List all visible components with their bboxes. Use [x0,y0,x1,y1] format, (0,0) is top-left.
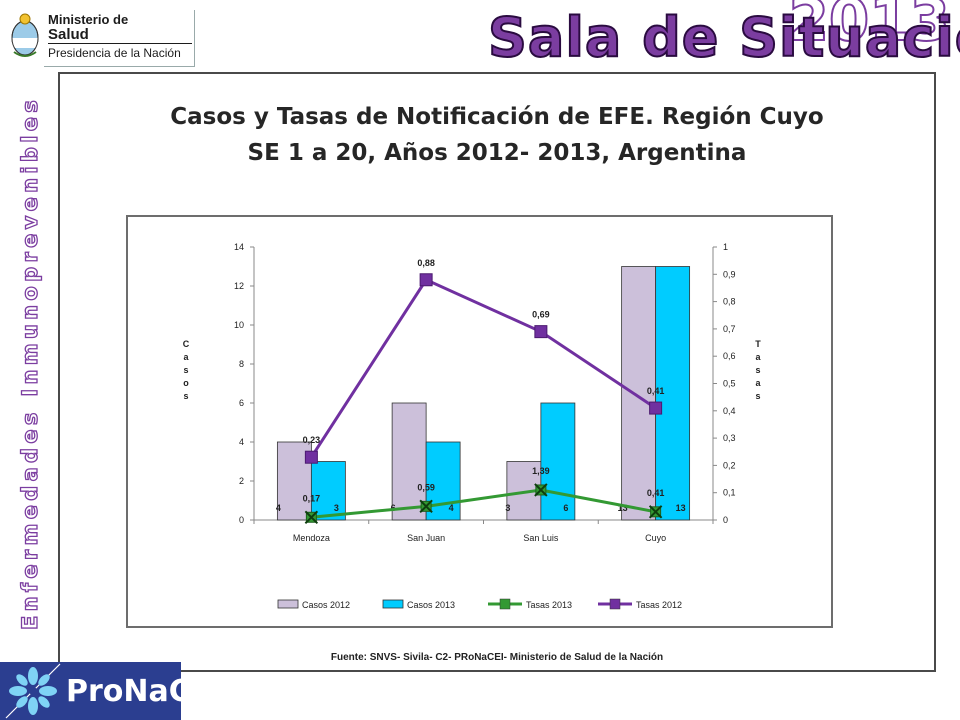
legend-marker [499,598,511,610]
logo-line3: Presidencia de la Nación [48,46,181,60]
x-tick-label: San Juan [407,533,445,543]
right-tick-label: 0,6 [723,351,736,361]
right-tick-label: 0,2 [723,460,736,470]
bar [655,266,691,521]
legend-label: Casos 2012 [302,600,350,610]
chart-title-line2: SE 1 a 20, Años 2012- 2013, Argentina [247,140,747,166]
left-tick-label: 8 [239,359,244,369]
line-data-label: 0,59 [417,482,435,492]
banner-year: 2013 [788,0,951,55]
line-point-cross [419,499,433,514]
line-data-label: 0,69 [532,310,550,320]
line-point-cross [648,505,663,519]
ministerio-logo: Ministerio de Salud Presidencia de la Na… [6,6,195,67]
x-tick-label: Mendoza [293,533,330,543]
right-tick-label: 0,5 [723,379,736,389]
banner-title: Sala de Situación [488,6,960,69]
legend-swatch [277,599,299,609]
line-data-label: 0,88 [417,258,435,268]
argentina-shield-icon [11,13,39,57]
line-point-cross [534,483,548,497]
legend-label: Tasas 2012 [636,600,682,610]
x-tick-label: San Luis [523,533,559,543]
right-tick-label: 0,1 [723,488,736,498]
chart-svg: 0246810121400,10,20,30,40,50,60,70,80,91… [183,242,762,610]
legend-label: Casos 2013 [407,600,455,610]
right-tick-label: 0,3 [723,433,736,443]
left-tick-label: 14 [234,242,244,252]
left-tick-label: 6 [239,398,244,408]
legend-marker [609,598,621,610]
right-tick-label: 0,7 [723,324,736,334]
line-point [419,273,433,287]
bar-data-label: 13 [618,503,628,513]
series-line [311,488,656,519]
logo-line2: Salud [48,26,89,43]
slide-panel: Casos y Tasas de Notificación de EFE. Re… [58,72,936,672]
right-tick-label: 0,4 [723,406,736,416]
left-tick-label: 12 [234,281,244,291]
bar-data-label: 3 [505,503,510,513]
chart-title-line1: Casos y Tasas de Notificación de EFE. Re… [170,104,824,130]
bar-data-label: 6 [563,503,568,513]
line-data-label: 1,39 [532,466,550,476]
bar-data-label: 13 [676,503,686,513]
bar [310,461,346,521]
bar-data-label: 3 [334,503,339,513]
logo-line1: Ministerio de [48,12,129,27]
bar-data-label: 4 [276,503,281,513]
logo-frame [44,10,195,67]
left-tick-label: 2 [239,476,244,486]
pronacei-name: ProNaCEI [66,674,223,709]
right-tick-label: 0,8 [723,297,736,307]
pronacei-logo: ProNaCEI [0,662,222,720]
left-tick-label: 10 [234,320,244,330]
left-tick-label: 4 [239,437,244,447]
line-data-label: 0,41 [647,488,665,498]
right-tick-label: 0,9 [723,269,736,279]
bar [621,266,657,521]
series-line [310,277,657,459]
legend-swatch [382,599,404,609]
line-data-label: 0,23 [303,435,321,445]
right-tick-label: 0 [723,515,728,525]
x-tick-label: Cuyo [645,533,666,543]
line-point [534,325,548,339]
line-data-label: 0,41 [647,386,665,396]
source-note: Fuente: SNVS- Sivila- C2- PRoNaCEI- Mini… [330,652,664,663]
right-tick-label: 1 [723,242,728,252]
bar [540,402,576,521]
chart-area: 0 2 4 6 8 10 12 14 0 0,1 0,2 0,3 0,4 0,5 0,6 0,7 0,8 0,9 1… [126,215,833,628]
flower-icon [5,663,61,719]
logo-divider [48,43,192,44]
side-label: Enfermedades Inmunoprevenibles [17,95,42,630]
bar-data-label: 4 [449,503,454,513]
line-point-cross [304,510,319,524]
line-point [304,450,318,464]
line-data-label: 0,17 [303,493,321,503]
left-tick-label: 0 [239,515,244,525]
line-point [649,401,663,415]
legend-label: Tasas 2013 [526,600,572,610]
